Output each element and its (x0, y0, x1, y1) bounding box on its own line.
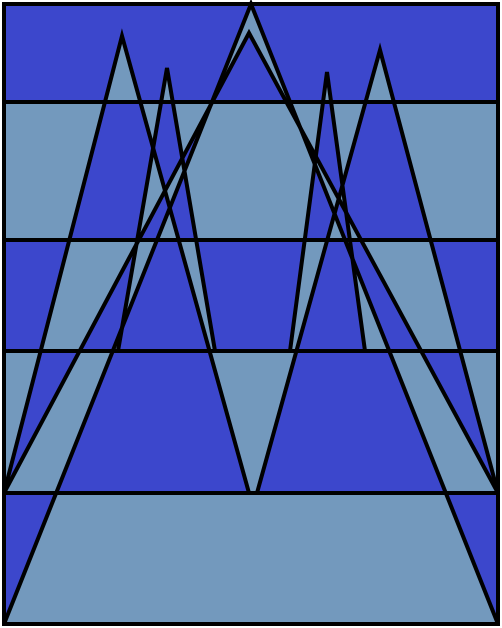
band-3-inverse (4, 240, 498, 351)
pattern-layers (4, 4, 498, 624)
band-1-inverse (4, 4, 498, 102)
right-triangle (255, 42, 500, 494)
band-4-inverse (4, 351, 498, 493)
toggled-regions (4, 4, 498, 624)
narrow-right-triangle (288, 71, 367, 352)
mid-triangle (2, 28, 500, 494)
left-triangle (2, 28, 251, 494)
band-5-inverse (4, 493, 498, 624)
narrow-left-triangle (116, 67, 217, 352)
